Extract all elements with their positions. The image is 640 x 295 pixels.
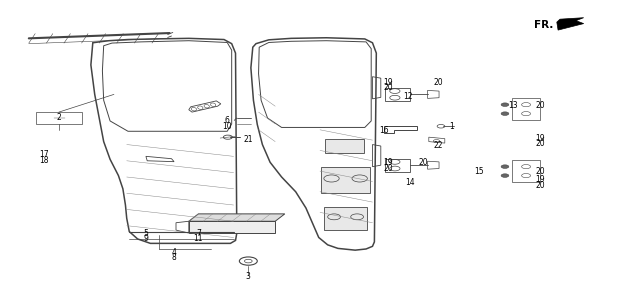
Text: 4: 4 — [172, 248, 177, 257]
Text: 11: 11 — [194, 234, 203, 243]
Text: 16: 16 — [379, 126, 389, 135]
Text: 5: 5 — [143, 229, 148, 237]
Text: 14: 14 — [404, 178, 415, 187]
Text: 7: 7 — [196, 229, 201, 237]
Text: 19: 19 — [383, 158, 394, 167]
Text: 2: 2 — [56, 113, 61, 122]
Text: 19: 19 — [535, 134, 545, 142]
Text: 3: 3 — [246, 272, 251, 281]
Text: 17: 17 — [38, 150, 49, 159]
Text: 20: 20 — [535, 181, 545, 190]
Text: 9: 9 — [143, 234, 148, 243]
Text: 1: 1 — [449, 122, 454, 131]
Circle shape — [501, 174, 509, 177]
Text: FR.: FR. — [534, 20, 554, 30]
Text: 20: 20 — [383, 83, 394, 92]
Text: 20: 20 — [535, 167, 545, 176]
Polygon shape — [321, 167, 370, 193]
Text: 20: 20 — [433, 78, 444, 87]
Text: 8: 8 — [172, 253, 177, 262]
Circle shape — [501, 165, 509, 168]
Circle shape — [501, 103, 509, 106]
Text: 20: 20 — [535, 101, 545, 110]
Text: 12: 12 — [404, 92, 413, 101]
Text: 20: 20 — [535, 140, 545, 148]
Text: 20: 20 — [383, 164, 394, 173]
Text: 20: 20 — [419, 158, 429, 167]
Text: 18: 18 — [39, 156, 48, 165]
Polygon shape — [557, 18, 584, 30]
Polygon shape — [324, 206, 367, 230]
Text: 15: 15 — [474, 167, 484, 176]
Text: 19: 19 — [383, 78, 394, 86]
Polygon shape — [325, 139, 364, 153]
Text: 10: 10 — [222, 122, 232, 131]
Text: 21: 21 — [244, 135, 253, 144]
Text: 13: 13 — [508, 101, 518, 110]
Polygon shape — [189, 214, 285, 221]
Circle shape — [501, 112, 509, 115]
Text: 6: 6 — [225, 116, 230, 125]
Polygon shape — [189, 221, 275, 233]
Text: 19: 19 — [535, 175, 545, 184]
Text: 22: 22 — [434, 141, 443, 150]
